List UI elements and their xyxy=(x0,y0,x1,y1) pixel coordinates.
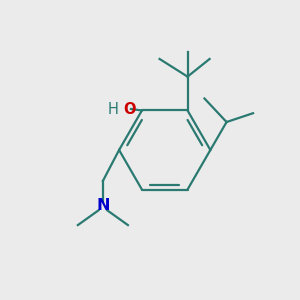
Text: H: H xyxy=(108,101,119,116)
Text: O: O xyxy=(123,101,136,116)
Text: N: N xyxy=(96,198,110,213)
